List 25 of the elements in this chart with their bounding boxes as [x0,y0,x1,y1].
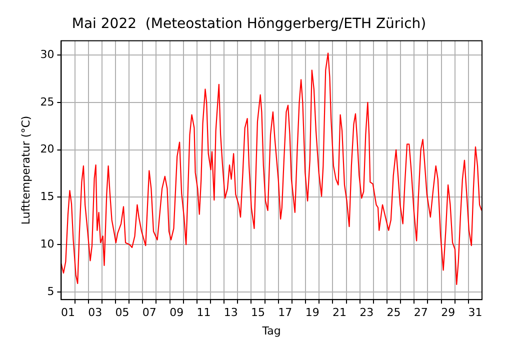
x-tick-label: 07 [142,306,156,320]
x-tick-label: 17 [278,306,292,320]
x-tick-label: 25 [386,306,401,320]
x-tick-label: 01 [60,306,75,320]
x-tick-label: 21 [332,306,346,320]
x-axis-title: Tag [261,324,281,338]
x-tick-label: 27 [414,306,428,320]
x-tick-label: 23 [360,306,374,320]
y-tick-label: 10 [40,237,54,250]
x-tick-label: 11 [196,306,211,320]
x-tick-label: 09 [170,306,184,320]
x-tick-label: 03 [88,306,102,320]
x-tick-label: 05 [115,306,130,320]
x-tick-label: 13 [224,306,238,320]
x-tick-label: 31 [468,306,482,320]
x-tick-label: 19 [305,306,320,320]
x-tick-label: 15 [251,306,266,320]
y-tick-label: 15 [40,190,54,204]
y-tick-label: 20 [40,142,54,156]
chart-title: Mai 2022 (Meteostation Hönggerberg/ETH Zürich) [72,16,426,32]
y-tick-label: 5 [47,284,54,298]
y-tick-label: 30 [40,48,54,61]
x-tick-label: 29 [441,306,456,320]
y-tick-label: 25 [40,95,54,108]
y-axis-title: Lufttemperatur (°C) [19,116,32,225]
